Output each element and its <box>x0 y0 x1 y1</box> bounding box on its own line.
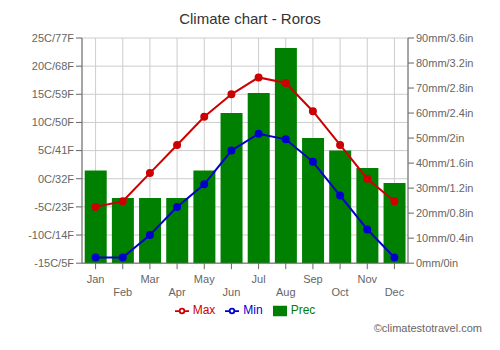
svg-text:5C/41F: 5C/41F <box>38 144 74 156</box>
svg-text:90mm/3.6in: 90mm/3.6in <box>416 32 473 44</box>
svg-text:-10C/14F: -10C/14F <box>28 229 74 241</box>
html-text:Climate chart - Roros: Climate chart - Roros <box>179 10 321 27</box>
svg-text:20mm/0.8in: 20mm/0.8in <box>416 207 473 219</box>
svg-text:40mm/1.6in: 40mm/1.6in <box>416 157 473 169</box>
svg-text:Feb: Feb <box>113 286 132 298</box>
svg-text:70mm/2.8in: 70mm/2.8in <box>416 82 473 94</box>
svg-text:25C/77F: 25C/77F <box>32 32 74 44</box>
svg-text:-15C/5F: -15C/5F <box>34 257 74 269</box>
html-text:©climatestotravel.com: ©climatestotravel.com <box>373 322 482 334</box>
svg-text:Jan: Jan <box>87 273 105 285</box>
svg-text:15C/59F: 15C/59F <box>32 88 74 100</box>
svg-text:80mm/3.2in: 80mm/3.2in <box>416 57 473 69</box>
svg-text:Apr: Apr <box>169 286 186 298</box>
svg-text:0C/32F: 0C/32F <box>38 173 74 185</box>
svg-text:50mm/2in: 50mm/2in <box>416 132 464 144</box>
svg-text:20C/68F: 20C/68F <box>32 60 74 72</box>
svg-text:10C/50F: 10C/50F <box>32 116 74 128</box>
svg-text:Sep: Sep <box>303 273 323 285</box>
svg-text:10mm/0.4in: 10mm/0.4in <box>416 232 473 244</box>
html-text:Prec: Prec <box>290 303 316 318</box>
html-text:Min: Min <box>243 303 263 318</box>
svg-text:30mm/1.2in: 30mm/1.2in <box>416 182 473 194</box>
html-text:Max: Max <box>192 303 216 318</box>
svg-text:Jul: Jul <box>252 273 266 285</box>
svg-text:May: May <box>194 273 215 285</box>
svg-text:Mar: Mar <box>140 273 159 285</box>
svg-text:60mm/2.4in: 60mm/2.4in <box>416 107 473 119</box>
svg-text:Dec: Dec <box>385 286 405 298</box>
svg-text:-5C/23F: -5C/23F <box>34 201 74 213</box>
svg-text:Aug: Aug <box>276 286 296 298</box>
svg-text:Oct: Oct <box>332 286 349 298</box>
svg-text:0mm/0in: 0mm/0in <box>416 257 458 269</box>
svg-text:Jun: Jun <box>223 286 241 298</box>
svg-text:Nov: Nov <box>357 273 377 285</box>
